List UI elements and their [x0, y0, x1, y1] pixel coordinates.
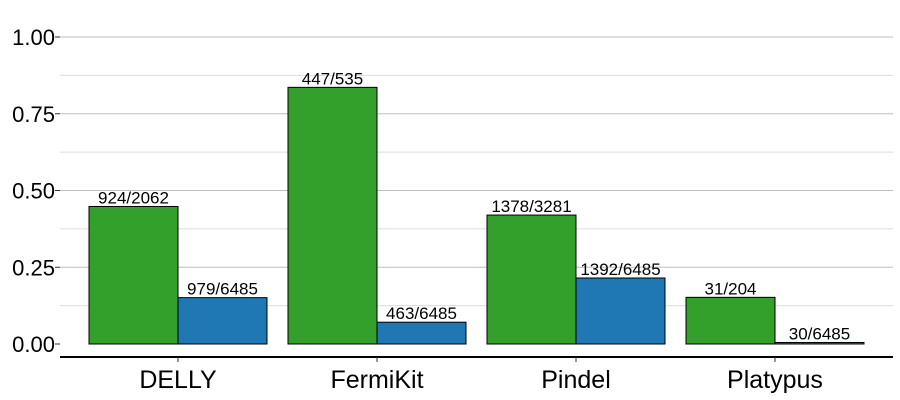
data-label: 447/535: [302, 69, 363, 88]
bar-pindel-series-2: [575, 277, 666, 345]
data-label: 1378/3281: [491, 197, 571, 216]
gridlines: [60, 36, 893, 307]
data-label: 1392/6485: [580, 260, 660, 279]
y-tick-label: 1.00: [12, 25, 55, 50]
x-axis: DELLY FermiKit Pindel Platypus: [139, 357, 823, 394]
x-category-label: Platypus: [727, 366, 823, 394]
x-category-label: FermiKit: [330, 366, 423, 394]
bar-fermikit-series-2: [376, 321, 467, 345]
y-tick-label: 0.75: [12, 102, 55, 127]
bar-fermikit-series-1: [287, 86, 378, 345]
data-label: 30/6485: [789, 324, 850, 343]
data-label: 924/2062: [98, 188, 169, 207]
bars: [88, 86, 865, 345]
data-label: 31/204: [705, 279, 757, 298]
y-tick-label: 0.50: [12, 179, 55, 204]
data-label: 979/6485: [187, 280, 258, 299]
bar-platypus-series-1: [685, 296, 776, 345]
y-tick-label: 0.00: [12, 332, 55, 357]
bar-delly-series-2: [177, 297, 268, 345]
bar-pindel-series-1: [486, 214, 577, 345]
bar-delly-series-1: [88, 205, 179, 345]
bar-labels: 924/2062 979/6485 447/535 463/6485 1378/3281…: [98, 69, 850, 343]
x-category-label: Pindel: [541, 366, 611, 394]
bar-platypus-series-2: [774, 341, 865, 345]
y-axis: 0.00 0.25 0.50 0.75 1.00: [12, 25, 60, 357]
data-label: 463/6485: [386, 304, 457, 323]
x-category-label: DELLY: [139, 366, 217, 394]
y-tick-label: 0.25: [12, 255, 55, 280]
